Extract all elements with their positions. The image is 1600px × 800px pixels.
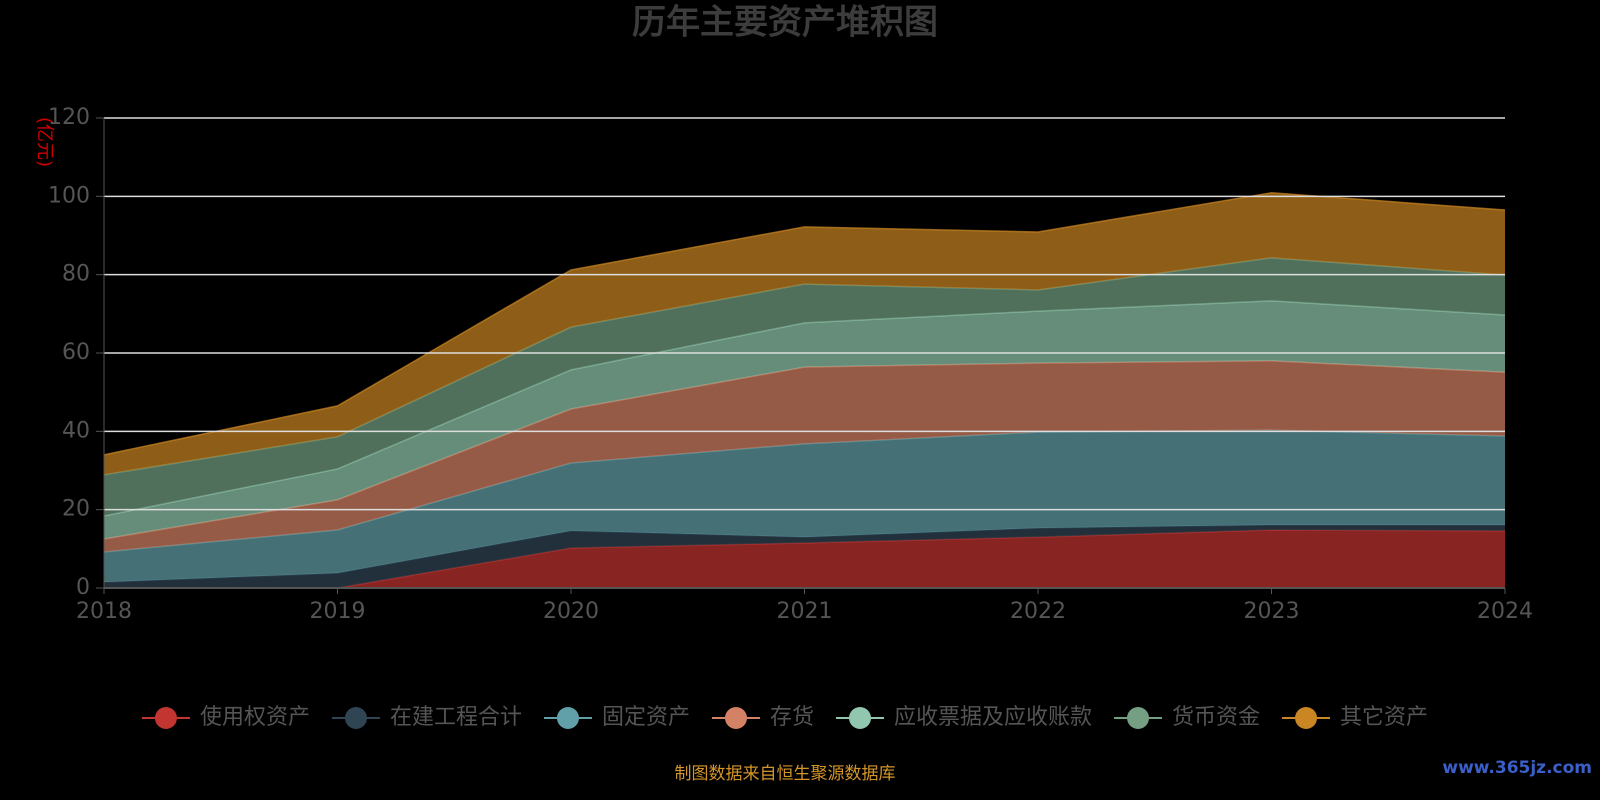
legend-symbol bbox=[154, 707, 177, 729]
y-tick-label: 40 bbox=[62, 418, 90, 443]
legend-label: 固定资产 bbox=[602, 705, 690, 730]
legend-label: 货币资金 bbox=[1172, 705, 1260, 730]
legend-label: 在建工程合计 bbox=[390, 705, 522, 730]
legend-item: 存货 bbox=[711, 705, 814, 730]
area bbox=[104, 530, 1505, 588]
x-tick-label: 2020 bbox=[543, 599, 599, 624]
legend-item: 货币资金 bbox=[1114, 705, 1260, 730]
legend-label: 其它资产 bbox=[1340, 705, 1428, 730]
legend-label: 使用权资产 bbox=[200, 705, 310, 730]
y-tick-label: 60 bbox=[62, 340, 90, 365]
legend: 使用权资产 在建工程合计 固定资产 存货 应收票据及应收账款 货币资金 其它资产 bbox=[141, 705, 1428, 730]
x-tick-label: 2023 bbox=[1244, 599, 1300, 624]
legend-label: 应收票据及应收账款 bbox=[894, 705, 1092, 730]
legend-symbol bbox=[556, 707, 579, 729]
legend-item: 使用权资产 bbox=[141, 705, 310, 730]
area bbox=[104, 300, 1505, 540]
y-tick-label: 20 bbox=[62, 497, 90, 522]
y-tick-label: 120 bbox=[48, 105, 90, 130]
legend-label: 存货 bbox=[770, 705, 814, 730]
legend-symbol bbox=[1127, 707, 1150, 729]
legend-symbol bbox=[344, 707, 367, 729]
legend-symbol bbox=[724, 707, 747, 729]
x-tick-label: 2024 bbox=[1477, 599, 1533, 624]
legend-item: 固定资产 bbox=[543, 705, 690, 730]
legend-item: 应收票据及应收账款 bbox=[836, 705, 1092, 730]
legend-symbol bbox=[1295, 707, 1318, 729]
y-unit: (亿元) bbox=[34, 117, 55, 167]
x-tick-label: 2018 bbox=[76, 599, 132, 624]
y-tick-label: 100 bbox=[48, 183, 90, 208]
source-note: 制图数据来自恒生聚源数据库 bbox=[675, 764, 896, 784]
area bbox=[104, 257, 1505, 516]
y-tick-label: 0 bbox=[76, 575, 90, 600]
chart-title: 历年主要资产堆积图 bbox=[632, 3, 938, 43]
area bbox=[104, 430, 1505, 583]
x-tick-label: 2022 bbox=[1010, 599, 1066, 624]
legend-item: 其它资产 bbox=[1282, 705, 1428, 730]
legend-symbol bbox=[849, 707, 872, 729]
legend-item: 在建工程合计 bbox=[331, 705, 522, 730]
area-line bbox=[103, 192, 1506, 456]
area bbox=[104, 360, 1505, 552]
y-tick-label: 80 bbox=[62, 262, 90, 287]
x-tick-label: 2021 bbox=[777, 599, 833, 624]
area bbox=[104, 192, 1505, 475]
watermark: www.365jz.com bbox=[1442, 758, 1592, 778]
x-tick-label: 2019 bbox=[310, 599, 366, 624]
